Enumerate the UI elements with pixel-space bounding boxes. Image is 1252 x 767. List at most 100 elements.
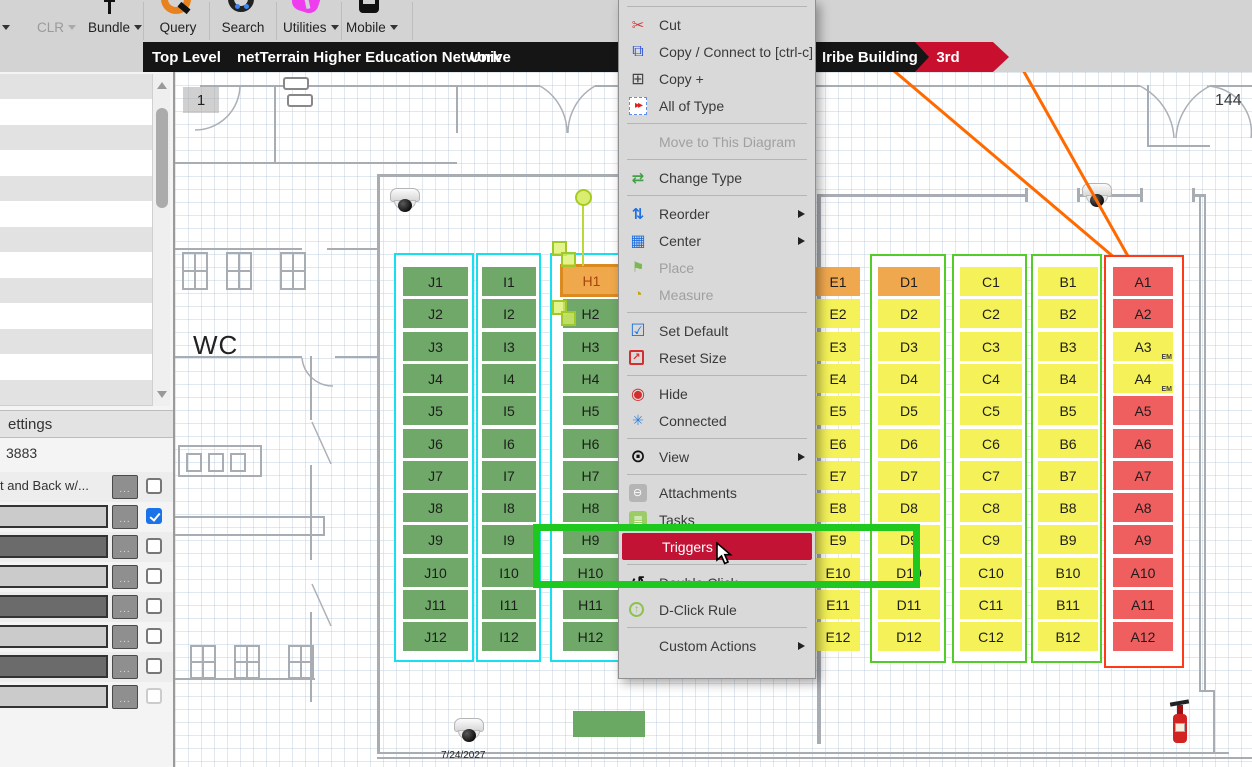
rack-box-h1[interactable]: H1 [560, 264, 623, 297]
rack-box-b7[interactable]: B7 [1038, 461, 1098, 490]
utilities-button[interactable]: Utilities [283, 16, 339, 38]
dome-camera[interactable] [452, 718, 486, 746]
rack-box-h6[interactable]: H6 [563, 429, 618, 458]
menu-item-d-click-rule[interactable]: D-Click Rule [619, 596, 815, 623]
menu-item-custom-actions[interactable]: Custom Actions [619, 632, 815, 659]
rack-box-c4[interactable]: C4 [960, 364, 1022, 393]
rack-box-a1[interactable]: A1 [1113, 267, 1173, 296]
row-checkbox[interactable] [146, 568, 162, 584]
ellipsis-button[interactable]: ... [112, 535, 138, 559]
rack-box-h11[interactable]: H11 [563, 590, 618, 619]
rack-box-c5[interactable]: C5 [960, 396, 1022, 425]
rack-box-i10[interactable]: I10 [482, 558, 536, 587]
rack-box-h4[interactable]: H4 [563, 364, 618, 393]
settings-value-bar[interactable] [0, 655, 108, 678]
ellipsis-button[interactable]: ... [112, 625, 138, 649]
menu-item-place[interactable]: Place [619, 254, 815, 281]
rack-box-a4[interactable]: A4 EM [1113, 364, 1173, 393]
ellipsis-button[interactable]: ... [112, 505, 138, 529]
rack-box-i4[interactable]: I4 [482, 364, 536, 393]
breadcrumb-item-network[interactable]: netTerrain Higher Education Network [237, 42, 501, 72]
rack-box-e7[interactable]: E7 [816, 461, 860, 490]
rack-box-c9[interactable]: C9 [960, 525, 1022, 554]
rack-box-d6[interactable]: D6 [878, 429, 940, 458]
rack-box-h8[interactable]: H8 [563, 493, 618, 522]
ellipsis-button[interactable]: ... [112, 475, 138, 499]
menu-item-reset-size[interactable]: Reset Size [619, 344, 815, 371]
rack-box-i12[interactable]: I12 [482, 622, 536, 651]
rack-box-j11[interactable]: J11 [403, 590, 468, 619]
rack-box-b2[interactable]: B2 [1038, 299, 1098, 328]
sidebar-list[interactable] [0, 74, 152, 406]
menu-item-all-of-type[interactable]: All of Type [619, 92, 815, 119]
rack-box-e4[interactable]: E4 [816, 364, 860, 393]
selection-anchor-point[interactable] [575, 189, 592, 206]
rack-box-i6[interactable]: I6 [482, 429, 536, 458]
diagram-canvas[interactable]: 1 144 WC 7/24/2027 J1 J2 J3 J4 J5 J6 J7 J8 J9 J10… [175, 72, 1252, 767]
breadcrumb-item-university[interactable]: Unive [470, 42, 511, 72]
rack-box-b9[interactable]: B9 [1038, 525, 1098, 554]
rack-box-j7[interactable]: J7 [403, 461, 468, 490]
menu-item-connected[interactable]: Connected [619, 407, 815, 434]
green-rectangle-object[interactable] [573, 711, 645, 737]
rack-box-j9[interactable]: J9 [403, 525, 468, 554]
row-checkbox[interactable] [146, 508, 162, 524]
settings-value-bar[interactable] [0, 595, 108, 618]
row-checkbox[interactable] [146, 658, 162, 674]
ellipsis-button[interactable]: ... [112, 685, 138, 709]
clr-button[interactable]: CLR [37, 16, 77, 38]
menu-item-hide[interactable]: Hide [619, 380, 815, 407]
rack-box-a6[interactable]: A6 [1113, 429, 1173, 458]
row-checkbox[interactable] [146, 478, 162, 494]
rack-box-j3[interactable]: J3 [403, 332, 468, 361]
ellipsis-button[interactable]: ... [112, 595, 138, 619]
settings-value-bar[interactable] [0, 565, 108, 588]
settings-value-bar[interactable] [0, 505, 108, 528]
rack-box-a5[interactable]: A5 [1113, 396, 1173, 425]
rack-box-a11[interactable]: A11 [1113, 590, 1173, 619]
rack-box-a12[interactable]: A12 [1113, 622, 1173, 651]
rack-box-e12[interactable]: E12 [816, 622, 860, 651]
rack-box-e8[interactable]: E8 [816, 493, 860, 522]
menu-item-attachments[interactable]: Attachments [619, 479, 815, 506]
rack-box-c8[interactable]: C8 [960, 493, 1022, 522]
menu-item-move-to-this-diagram[interactable]: Move to This Diagram [619, 128, 815, 155]
rack-box-i7[interactable]: I7 [482, 461, 536, 490]
menu-item-set-default[interactable]: Set Default [619, 317, 815, 344]
rack-box-e6[interactable]: E6 [816, 429, 860, 458]
rack-box-a9[interactable]: A9 [1113, 525, 1173, 554]
rack-box-e1[interactable]: E1 [816, 267, 860, 296]
bundle-button[interactable]: Bundle [88, 16, 143, 38]
rack-box-d12[interactable]: D12 [878, 622, 940, 651]
settings-value-bar[interactable] [0, 625, 108, 648]
query-button[interactable]: Query [156, 16, 200, 38]
rack-box-d2[interactable]: D2 [878, 299, 940, 328]
selection-handle[interactable] [561, 252, 576, 267]
breadcrumb-item-iribe-building[interactable]: Iribe Building [822, 42, 918, 72]
scroll-down-icon[interactable] [157, 391, 167, 398]
rack-box-i2[interactable]: I2 [482, 299, 536, 328]
row-checkbox[interactable] [146, 538, 162, 554]
rack-box-b3[interactable]: B3 [1038, 332, 1098, 361]
menu-item-view[interactable]: View [619, 443, 815, 470]
rack-box-h5[interactable]: H5 [563, 396, 618, 425]
rack-box-e11[interactable]: E11 [816, 590, 860, 619]
rack-box-a3[interactable]: A3 EM [1113, 332, 1173, 361]
rack-box-e3[interactable]: E3 [816, 332, 860, 361]
rack-box-b12[interactable]: B12 [1038, 622, 1098, 651]
rack-box-b10[interactable]: B10 [1038, 558, 1098, 587]
rack-box-d3[interactable]: D3 [878, 332, 940, 361]
rack-box-b5[interactable]: B5 [1038, 396, 1098, 425]
rack-box-d5[interactable]: D5 [878, 396, 940, 425]
rack-box-i3[interactable]: I3 [482, 332, 536, 361]
selection-handle[interactable] [561, 311, 576, 326]
ellipsis-button[interactable]: ... [112, 655, 138, 679]
dome-camera[interactable] [388, 188, 422, 216]
breadcrumb-item-top-level[interactable]: Top Level [152, 42, 221, 72]
scrollbar-thumb[interactable] [156, 108, 168, 208]
rack-box-j8[interactable]: J8 [403, 493, 468, 522]
rack-box-e2[interactable]: E2 [816, 299, 860, 328]
rack-box-c1[interactable]: C1 [960, 267, 1022, 296]
rack-box-j10[interactable]: J10 [403, 558, 468, 587]
mobile-button[interactable]: Mobile [346, 16, 398, 38]
